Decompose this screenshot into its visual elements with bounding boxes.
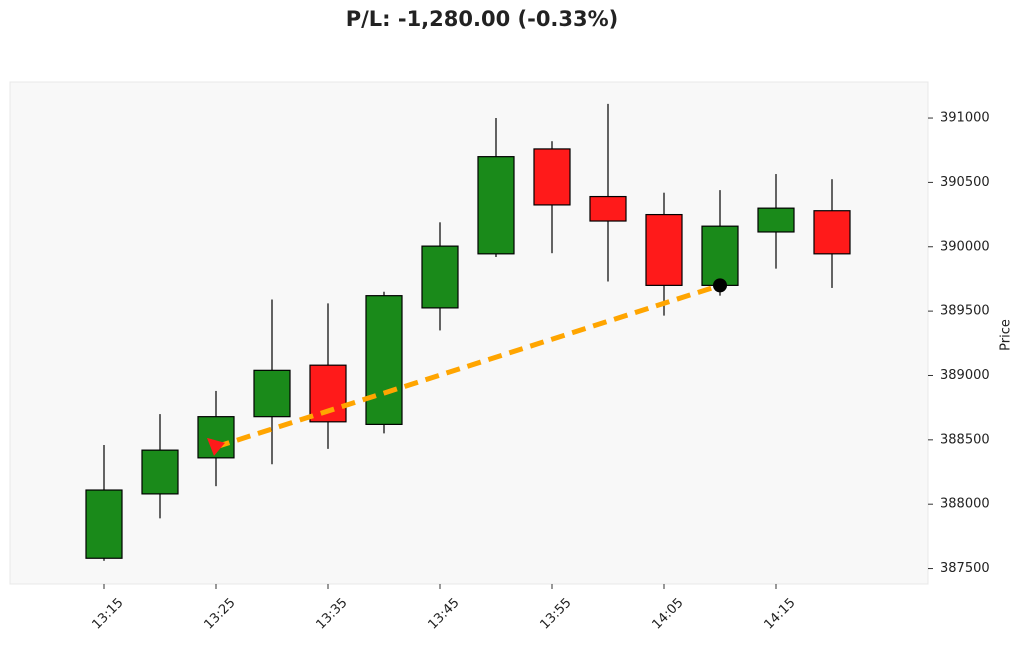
candle-body	[85, 489, 123, 559]
candle-body	[477, 156, 515, 255]
x-tick-label: 13:45	[425, 595, 462, 632]
exit-marker	[713, 278, 727, 293]
y-tick-label: 388000	[940, 497, 990, 512]
candle-body	[701, 225, 739, 286]
x-tick-label: 14:05	[649, 595, 686, 632]
candle-body	[645, 213, 683, 286]
y-axis-label: Price	[999, 319, 1014, 351]
y-tick-label: 390500	[940, 175, 990, 190]
trade-line	[215, 282, 721, 450]
x-tick-label: 13:25	[201, 595, 238, 632]
y-tick-label: 387500	[940, 561, 990, 576]
x-tick-label: 13:55	[537, 595, 574, 632]
y-tick-label: 390000	[940, 239, 990, 254]
candle-body	[309, 364, 347, 423]
chart-title: P/L: -1,280.00 (-0.33%)	[346, 7, 619, 31]
y-tick-label: 388500	[940, 432, 990, 447]
candle-body	[253, 369, 291, 418]
candle-body	[533, 148, 571, 206]
x-tick-label: 13:35	[313, 595, 350, 632]
candle-body	[421, 245, 459, 309]
candle-body	[141, 449, 179, 495]
y-tick-label: 389000	[940, 368, 990, 383]
candle-body	[365, 295, 403, 425]
y-tick-label: 391000	[940, 111, 990, 126]
plot-area	[9, 81, 929, 585]
x-tick-label: 14:15	[761, 595, 798, 632]
candle-body	[813, 210, 851, 255]
x-tick-label: 13:15	[89, 595, 126, 632]
candle-body	[589, 195, 627, 222]
y-tick-label: 389500	[940, 304, 990, 319]
candle-body	[757, 207, 795, 233]
entry-marker	[207, 437, 225, 456]
